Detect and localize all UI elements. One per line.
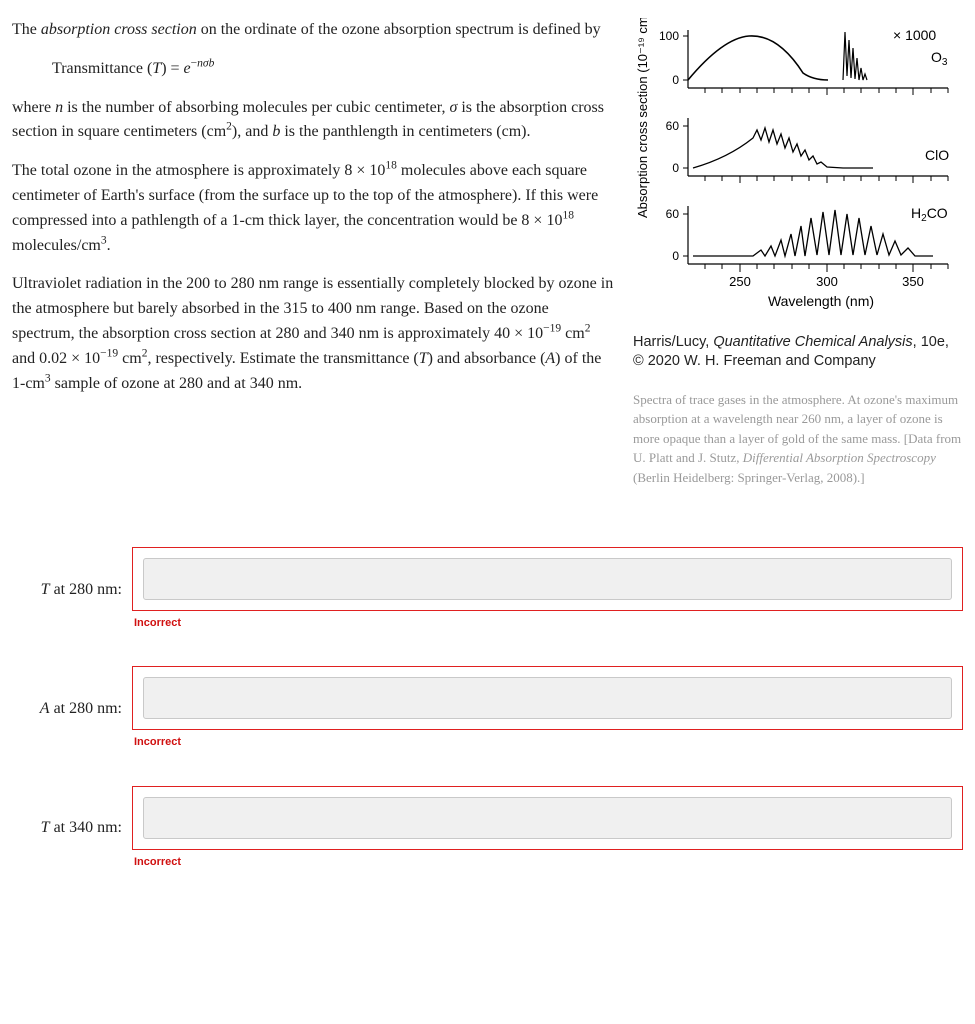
- answer-label: T at 280 nm:: [12, 578, 132, 603]
- equation-transmittance: Transmittance (T) = e−nσb: [52, 57, 615, 82]
- text: (Berlin Heidelberg: Springer-Verlag, 200…: [633, 470, 865, 485]
- figure-caption: Spectra of trace gases in the atmosphere…: [633, 390, 963, 488]
- species-label-o3: O3: [931, 49, 948, 68]
- answer-row-t340: T at 340 nm: Incorrect: [12, 786, 963, 871]
- answer-row-a280: A at 280 nm: Incorrect: [12, 666, 963, 751]
- answer-label: T at 340 nm:: [12, 816, 132, 841]
- svg-text:0: 0: [672, 161, 679, 175]
- annotation-x1000: × 1000: [893, 27, 936, 43]
- answer-label: A at 280 nm:: [12, 697, 132, 722]
- spectra-chart: Absorption cross section (10⁻¹⁹ cm²) 100…: [633, 18, 963, 327]
- text: The: [12, 21, 41, 38]
- species-label-h2co: H2CO: [911, 205, 948, 224]
- paragraph-3: The total ozone in the atmosphere is app…: [12, 159, 615, 258]
- text: at 280 nm:: [50, 700, 122, 717]
- paragraph-4: Ultraviolet radiation in the 200 to 280 …: [12, 272, 615, 396]
- text-italic: Differential Absorption Spectroscopy: [743, 450, 936, 465]
- panel-h2co: 60 0 H2CO: [666, 205, 948, 309]
- paragraph-1: The absorption cross section on the ordi…: [12, 18, 615, 43]
- species-label-clo: ClO: [925, 147, 949, 163]
- svg-text:60: 60: [666, 207, 680, 221]
- svg-text:300: 300: [816, 274, 838, 289]
- figure-attribution: Harris/Lucy, Quantitative Chemical Analy…: [633, 333, 963, 372]
- text: Harris/Lucy,: [633, 334, 713, 350]
- figure-column: Absorption cross section (10⁻¹⁹ cm²) 100…: [633, 18, 963, 487]
- panel-o3: 100 0: [659, 27, 948, 95]
- text: at 280 nm:: [50, 581, 122, 598]
- var: A: [40, 700, 50, 717]
- answer-input-t340[interactable]: [143, 797, 952, 839]
- text: on the ordinate of the ozone absorption …: [197, 21, 601, 38]
- answer-input-a280[interactable]: [143, 677, 952, 719]
- status-incorrect: Incorrect: [134, 615, 963, 632]
- answer-box: [132, 666, 963, 730]
- var: T: [41, 581, 50, 598]
- status-incorrect: Incorrect: [134, 734, 963, 751]
- answer-input-t280[interactable]: [143, 558, 952, 600]
- text-italic: Quantitative Chemical Analysis: [713, 334, 912, 350]
- problem-text: The absorption cross section on the ordi…: [12, 18, 615, 487]
- answer-row-t280: T at 280 nm: Incorrect: [12, 547, 963, 632]
- svg-text:100: 100: [659, 29, 679, 43]
- answer-box: [132, 547, 963, 611]
- y-axis-label: Absorption cross section (10⁻¹⁹ cm²): [635, 18, 650, 218]
- svg-text:350: 350: [902, 274, 924, 289]
- answer-section: T at 280 nm: Incorrect A at 280 nm: Inco…: [12, 547, 963, 870]
- term-absorption-cross-section: absorption cross section: [41, 21, 197, 38]
- text: at 340 nm:: [50, 819, 122, 836]
- svg-text:60: 60: [666, 119, 680, 133]
- answer-box: [132, 786, 963, 850]
- panel-clo: 60 0 ClO: [666, 118, 950, 183]
- svg-text:250: 250: [729, 274, 751, 289]
- status-incorrect: Incorrect: [134, 854, 963, 871]
- paragraph-2: where n is the number of absorbing molec…: [12, 96, 615, 146]
- x-axis-label: Wavelength (nm): [768, 293, 874, 309]
- svg-text:0: 0: [672, 73, 679, 87]
- svg-text:0: 0: [672, 249, 679, 263]
- var: T: [41, 819, 50, 836]
